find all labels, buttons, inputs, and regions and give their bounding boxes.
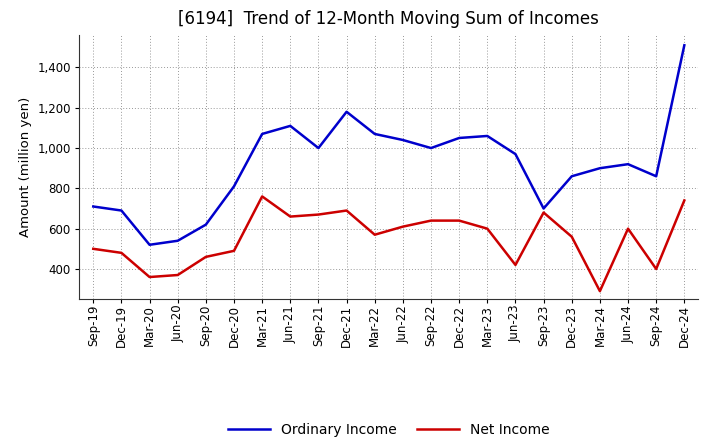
Ordinary Income <box>539 206 548 211</box>
Legend: Ordinary Income, Net Income: Ordinary Income, Net Income <box>222 417 555 440</box>
Ordinary Income <box>455 136 464 141</box>
Ordinary Income <box>567 174 576 179</box>
Net Income <box>286 214 294 219</box>
Ordinary Income <box>174 238 182 243</box>
Net Income <box>314 212 323 217</box>
Ordinary Income <box>117 208 126 213</box>
Net Income <box>455 218 464 223</box>
Line: Ordinary Income: Ordinary Income <box>94 45 684 245</box>
Net Income <box>483 226 492 231</box>
Ordinary Income <box>511 151 520 157</box>
Net Income <box>202 254 210 260</box>
Net Income <box>511 262 520 268</box>
Net Income <box>567 234 576 239</box>
Net Income <box>595 289 604 294</box>
Ordinary Income <box>145 242 154 247</box>
Ordinary Income <box>89 204 98 209</box>
Ordinary Income <box>258 131 266 136</box>
Net Income <box>399 224 408 229</box>
Net Income <box>427 218 436 223</box>
Ordinary Income <box>370 131 379 136</box>
Net Income <box>145 275 154 280</box>
Title: [6194]  Trend of 12-Month Moving Sum of Incomes: [6194] Trend of 12-Month Moving Sum of I… <box>179 10 599 28</box>
Ordinary Income <box>652 174 660 179</box>
Ordinary Income <box>680 43 688 48</box>
Ordinary Income <box>427 145 436 150</box>
Ordinary Income <box>314 145 323 150</box>
Net Income <box>624 226 632 231</box>
Ordinary Income <box>483 133 492 139</box>
Net Income <box>342 208 351 213</box>
Line: Net Income: Net Income <box>94 196 684 291</box>
Y-axis label: Amount (million yen): Amount (million yen) <box>19 97 32 237</box>
Ordinary Income <box>230 184 238 189</box>
Ordinary Income <box>399 137 408 143</box>
Ordinary Income <box>624 161 632 167</box>
Net Income <box>539 210 548 215</box>
Net Income <box>89 246 98 251</box>
Net Income <box>117 250 126 256</box>
Net Income <box>652 266 660 271</box>
Net Income <box>370 232 379 237</box>
Net Income <box>230 248 238 253</box>
Net Income <box>258 194 266 199</box>
Ordinary Income <box>342 109 351 114</box>
Ordinary Income <box>286 123 294 128</box>
Ordinary Income <box>202 222 210 227</box>
Net Income <box>680 198 688 203</box>
Ordinary Income <box>595 165 604 171</box>
Net Income <box>174 272 182 278</box>
